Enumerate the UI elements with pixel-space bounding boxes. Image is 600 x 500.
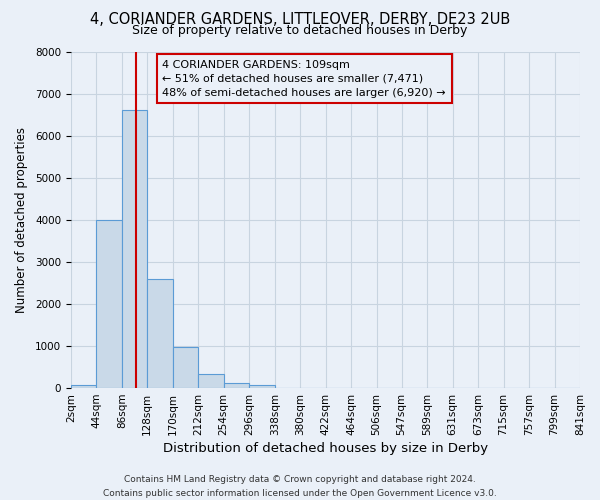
Y-axis label: Number of detached properties: Number of detached properties	[15, 127, 28, 313]
Bar	[147, 278, 173, 388]
Bar	[122, 110, 147, 388]
Bar	[249, 384, 275, 388]
Bar	[198, 374, 224, 388]
Text: Contains HM Land Registry data © Crown copyright and database right 2024.
Contai: Contains HM Land Registry data © Crown c…	[103, 476, 497, 498]
Bar	[224, 382, 249, 388]
Bar	[96, 220, 122, 388]
Text: 4 CORIANDER GARDENS: 109sqm
← 51% of detached houses are smaller (7,471)
48% of : 4 CORIANDER GARDENS: 109sqm ← 51% of det…	[163, 60, 446, 98]
Text: Size of property relative to detached houses in Derby: Size of property relative to detached ho…	[133, 24, 467, 37]
X-axis label: Distribution of detached houses by size in Derby: Distribution of detached houses by size …	[163, 442, 488, 455]
Text: 4, CORIANDER GARDENS, LITTLEOVER, DERBY, DE23 2UB: 4, CORIANDER GARDENS, LITTLEOVER, DERBY,…	[90, 12, 510, 28]
Bar	[173, 347, 198, 388]
Bar	[71, 385, 96, 388]
